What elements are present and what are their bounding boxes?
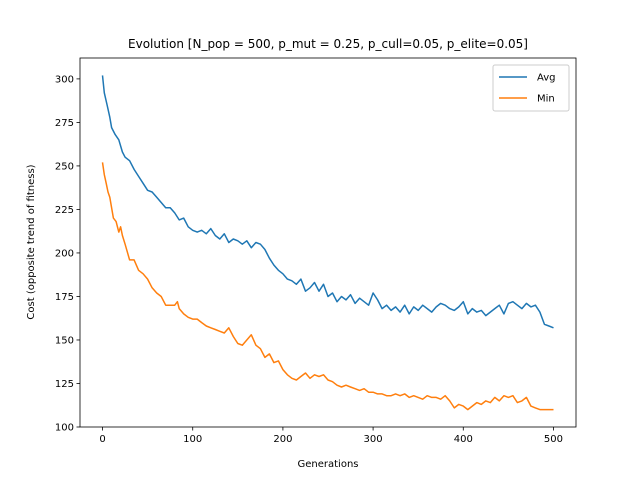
x-tick-label: 100 [183,434,202,445]
x-axis-label: Generations [298,459,359,470]
chart-title: Evolution [N_pop = 500, p_mut = 0.25, p_… [128,37,528,51]
y-axis: 100 125 150 175 200 225 250 275 300 [55,74,80,434]
y-tick-label: 100 [55,423,74,434]
series-line-min [101,162,554,411]
y-tick-label: 125 [55,379,74,390]
y-tick-label: 150 [55,335,74,346]
legend-label-min: Min [537,94,555,105]
legend-box [492,64,570,112]
y-tick-label: 200 [55,248,74,259]
plot-area [79,57,577,428]
y-tick-label: 275 [55,118,74,129]
y-tick-label: 300 [55,74,74,85]
series-line-avg [101,75,554,329]
x-tick-label: 0 [99,434,105,445]
x-axis: 0 100 200 300 400 500 [99,427,563,445]
legend: Avg Min [492,64,570,112]
axes-frame [79,57,577,428]
y-tick-label: 250 [55,161,74,172]
legend-label-avg: Avg [537,73,556,84]
y-tick-label: 175 [55,292,74,303]
y-axis-label: Cost (opposite trend of fitness) [26,164,37,319]
x-tick-label: 500 [544,434,563,445]
y-tick-label: 225 [55,205,74,216]
x-tick-label: 300 [364,434,383,445]
x-tick-label: 400 [454,434,473,445]
x-tick-label: 200 [273,434,292,445]
